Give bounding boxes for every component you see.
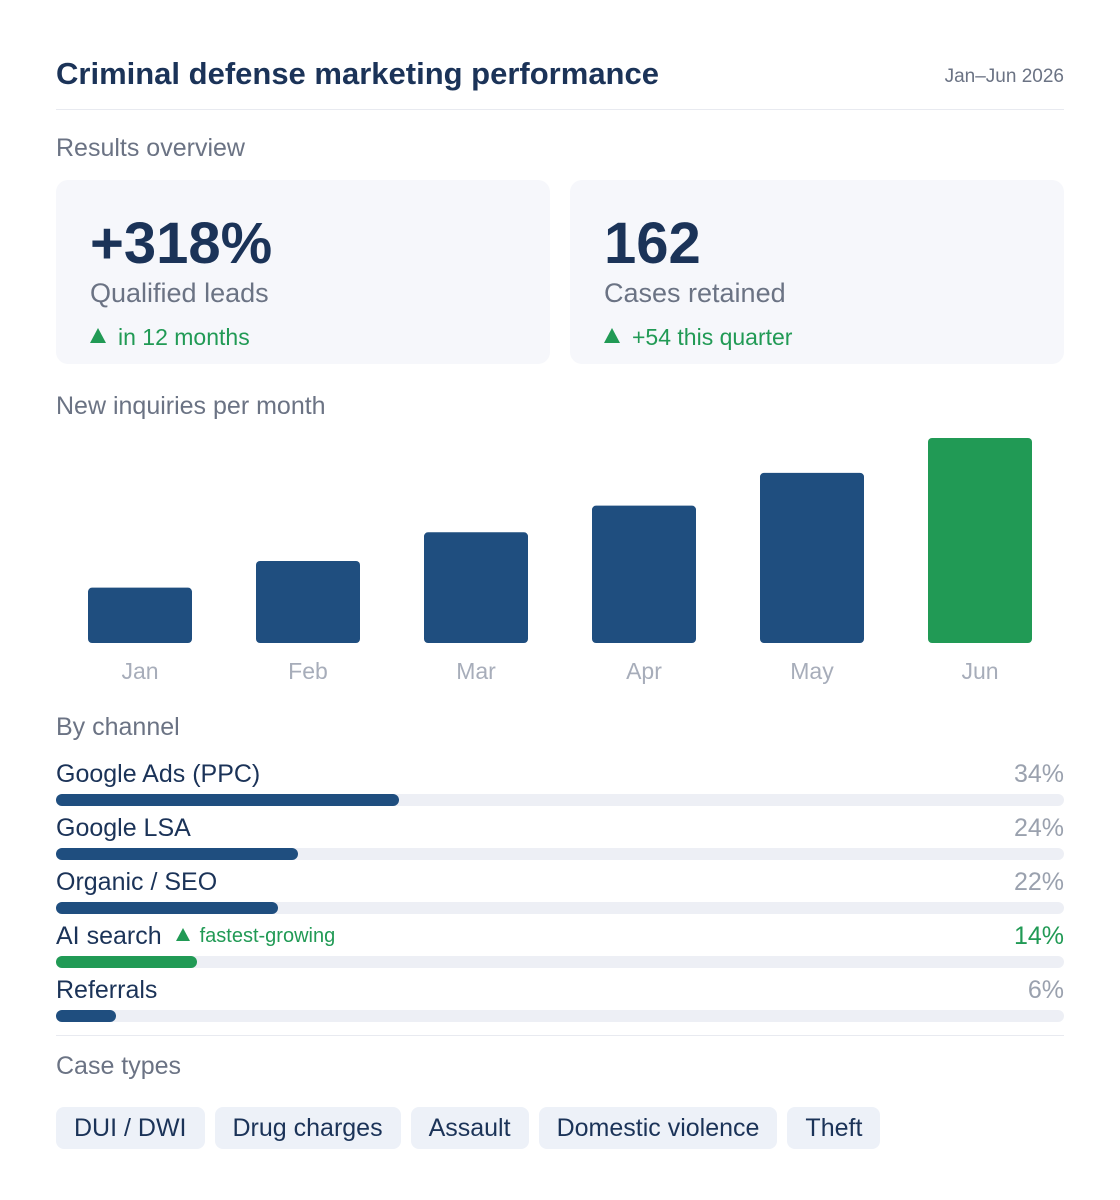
channel-name: Google LSA [56,814,191,842]
qualified-leads-card: +318% Qualified leads in 12 months [56,180,550,364]
arrow-up-icon [175,928,190,941]
channel-name: AI search fastest-growing [56,922,335,951]
channel-percent: 6% [1027,976,1064,1004]
channel-bar-fill [56,1010,117,1022]
channel-bar-track [56,794,1064,806]
tick-label-may: May [790,658,834,684]
case-type-chip-domestic-violence[interactable]: Domestic violence [538,1107,778,1149]
qualified-leads-label: Qualified leads [90,278,269,308]
bar-mar [424,532,528,643]
fastest-growing-tag: fastest-growing [175,925,336,947]
inquiries-chart-svg: Jan Feb Mar Apr May Jun [88,438,1032,684]
channel-bar-fill [56,848,298,860]
bar-feb [256,561,360,643]
qualified-leads-trend-text: in 12 months [118,324,250,350]
case-type-chip-dui[interactable]: DUI / DWI [56,1107,205,1149]
case-type-chip-theft[interactable]: Theft [787,1107,881,1149]
tick-label-feb: Feb [288,658,328,684]
bar-jan [88,587,192,643]
tick-label-jan: Jan [121,658,158,684]
cases-retained-card: 162 Cases retained +54 this quarter [570,180,1064,364]
case-types-label: Case types [56,1052,182,1080]
channel-bar-fill [56,902,278,914]
bar-jun [928,438,1032,643]
channel-percent: 14% [1013,922,1064,950]
channel-name: Referrals [56,976,158,1004]
results-overview-label: Results overview [56,134,245,162]
channel-row-referrals: Referrals 6% [56,976,1064,1026]
page-title: Criminal defense marketing performance [56,56,659,91]
section-divider [56,1035,1064,1036]
channel-bar-track [56,902,1064,914]
channel-row-ai-search: AI search fastest-growing 14% [56,922,1064,972]
case-type-chip-assault[interactable]: Assault [410,1107,529,1149]
channel-bar-track [56,848,1064,860]
channel-percent: 22% [1013,868,1064,896]
case-type-chips: DUI / DWI Drug charges Assault Domestic … [56,1107,881,1149]
channel-row-organic-seo: Organic / SEO 22% [56,868,1064,918]
channel-bar-fill [56,794,399,806]
channel-name-text: AI search [56,922,162,950]
channel-name: Organic / SEO [56,868,218,896]
channel-row-google-ads: Google Ads (PPC) 34% [56,760,1064,810]
qualified-leads-value: +318% [90,211,273,276]
page-header: Criminal defense marketing performance J… [56,54,1064,110]
bar-may [760,472,864,643]
inquiries-bar-chart: Jan Feb Mar Apr May Jun [56,430,1064,690]
channel-row-google-lsa: Google LSA 24% [56,814,1064,864]
inquiries-label: New inquiries per month [56,392,326,420]
channel-tag-text: fastest-growing [199,925,336,947]
qualified-leads-trend: in 12 months [90,324,250,351]
cases-retained-trend: +54 this quarter [604,324,792,351]
cases-retained-value: 162 [604,211,701,276]
cases-retained-label: Cases retained [604,278,786,308]
arrow-up-icon [604,328,620,343]
channel-percent: 34% [1013,760,1064,788]
channel-bar-fill [56,956,198,968]
case-type-chip-drug-charges[interactable]: Drug charges [214,1107,401,1149]
bar-apr [592,505,696,643]
cases-retained-trend-text: +54 this quarter [632,324,793,350]
tick-label-apr: Apr [626,658,662,684]
channel-bar-track [56,956,1064,968]
channel-percent: 24% [1013,814,1064,842]
arrow-up-icon [90,328,106,343]
tick-label-mar: Mar [456,658,496,684]
date-range: Jan–Jun 2026 [944,66,1064,87]
channel-name: Google Ads (PPC) [56,760,261,788]
tick-label-jun: Jun [961,658,998,684]
channel-bar-track [56,1010,1064,1022]
by-channel-label: By channel [56,713,180,741]
